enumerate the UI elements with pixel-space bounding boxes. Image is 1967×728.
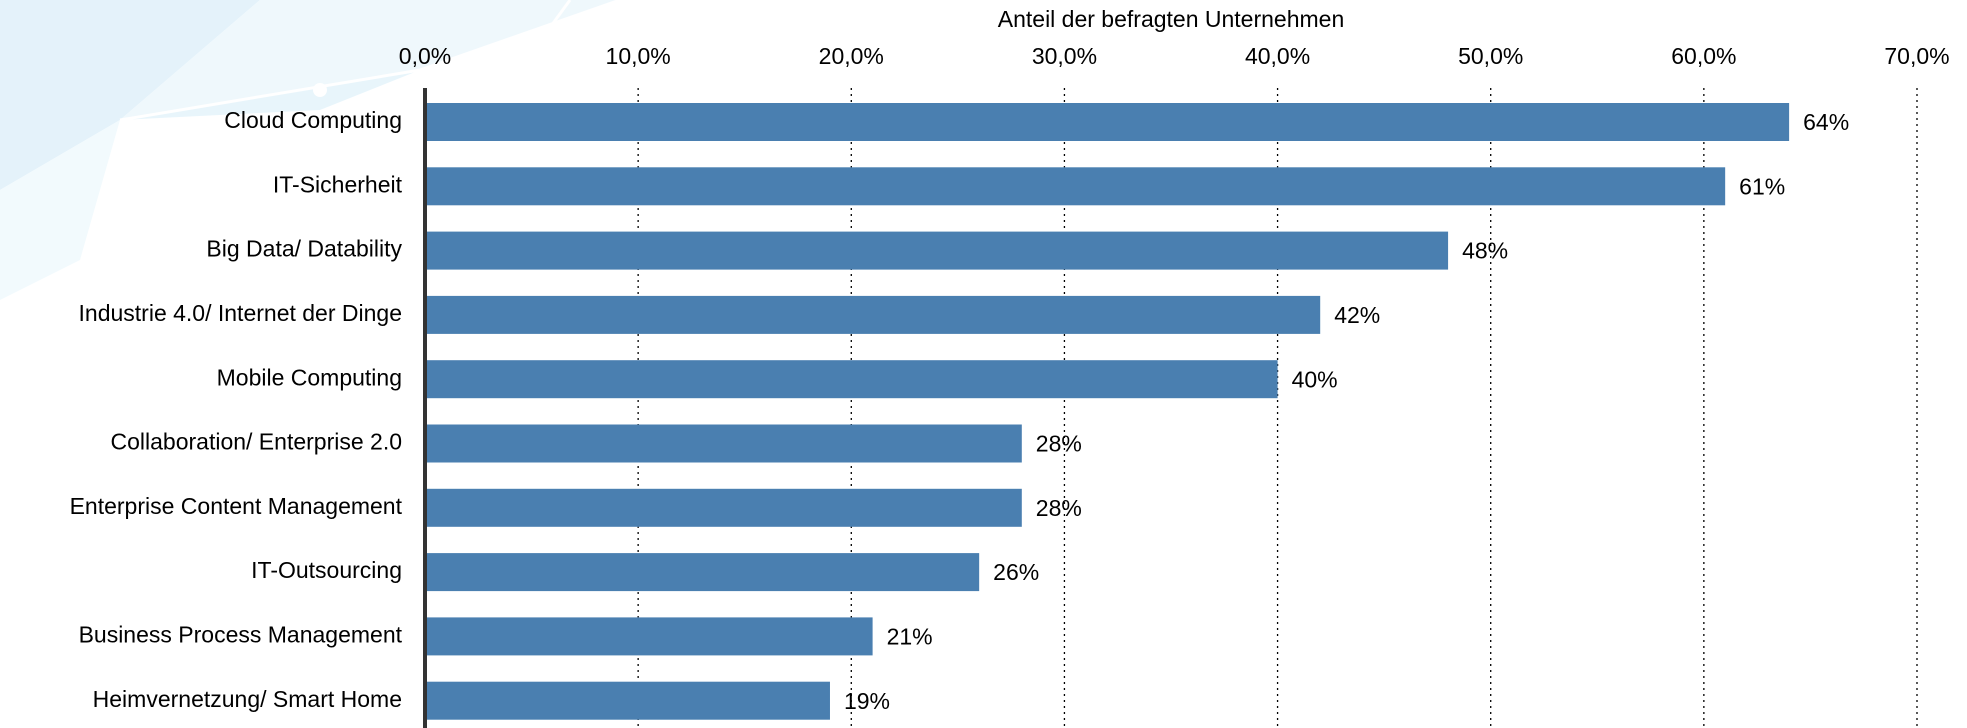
value-label: 28% [1036, 495, 1082, 521]
y-tick-label: Heimvernetzung/ Smart Home [93, 686, 402, 712]
value-label: 64% [1803, 109, 1849, 135]
bar [425, 553, 980, 592]
axis-title: Anteil der befragten Unternehmen [998, 6, 1345, 32]
value-label: 61% [1739, 173, 1785, 199]
background-decoration [0, 0, 621, 300]
x-tick-label: 30,0% [1032, 43, 1097, 69]
y-tick-label: Enterprise Content Management [70, 493, 403, 519]
x-tick-label: 60,0% [1671, 43, 1736, 69]
y-tick-label: IT-Outsourcing [251, 557, 402, 583]
bar [425, 295, 1321, 334]
value-label: 19% [844, 688, 890, 714]
x-tick-label: 70,0% [1884, 43, 1949, 69]
value-label: 42% [1334, 302, 1380, 328]
y-tick-label: Mobile Computing [217, 364, 402, 390]
bar [425, 617, 873, 656]
bar [425, 424, 1022, 463]
y-tick-label: Cloud Computing [224, 107, 402, 133]
value-label: 21% [887, 623, 933, 649]
bar [425, 681, 830, 720]
bar [425, 167, 1726, 206]
y-tick-label: Big Data/ Datability [206, 236, 402, 262]
y-tick-label: Collaboration/ Enterprise 2.0 [111, 429, 403, 455]
x-tick-label: 50,0% [1458, 43, 1523, 69]
y-tick-label: Industrie 4.0/ Internet der Dinge [79, 300, 402, 326]
x-tick-label: 40,0% [1245, 43, 1310, 69]
x-tick-label: 10,0% [606, 43, 671, 69]
value-label: 40% [1292, 366, 1338, 392]
x-tick-label: 0,0% [399, 43, 451, 69]
y-tick-label: IT-Sicherheit [273, 171, 403, 197]
value-label: 28% [1036, 431, 1082, 457]
bar [425, 488, 1022, 527]
x-tick-label: 20,0% [819, 43, 884, 69]
y-tick-label: Business Process Management [79, 621, 403, 647]
bar [425, 231, 1449, 270]
value-label: 26% [993, 559, 1039, 585]
value-label: 48% [1462, 238, 1508, 264]
bar [425, 360, 1278, 399]
bar [425, 103, 1790, 141]
